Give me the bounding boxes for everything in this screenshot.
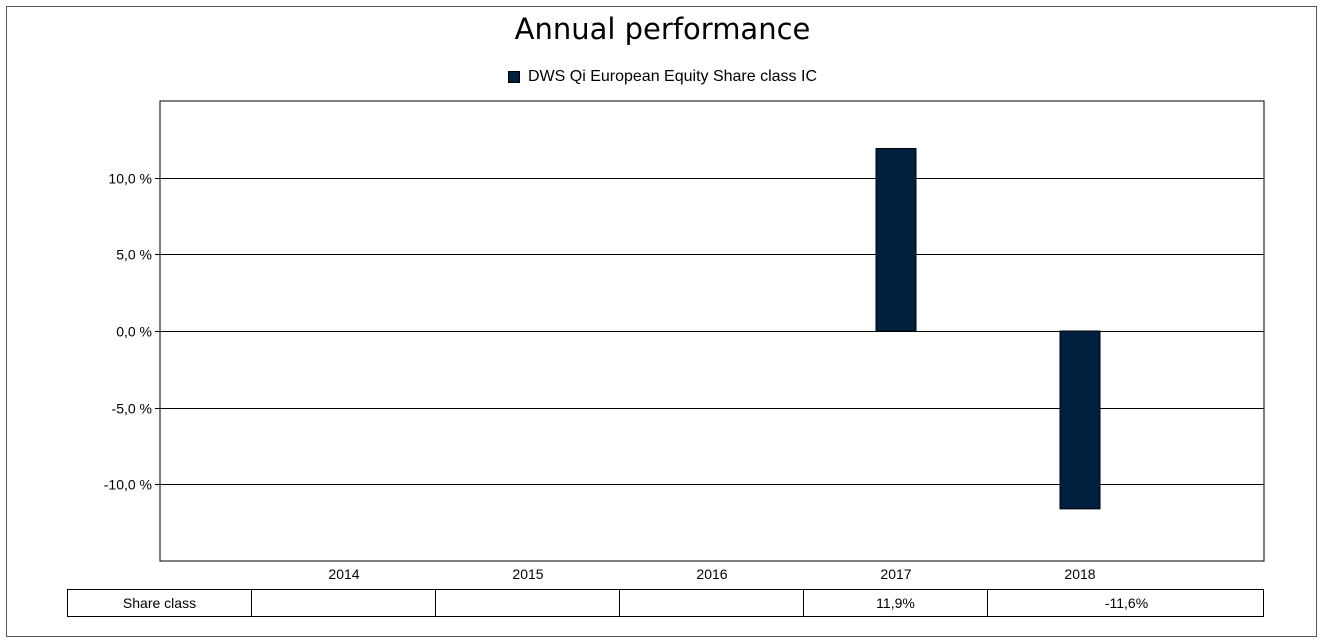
x-tick-label: 2015: [512, 566, 543, 582]
table-cell-2018: -11,6%: [1104, 595, 1149, 611]
y-tick-label: 10,0 %: [108, 171, 152, 187]
x-tick-label: 2016: [696, 566, 727, 582]
y-tick-label: 5,0 %: [116, 247, 152, 263]
chart-title: Annual performance: [514, 12, 811, 46]
table-row-label: Share class: [68, 590, 252, 616]
table-cell-2014: [252, 590, 436, 616]
x-tick-label: 2018: [1064, 566, 1095, 582]
table-cell-2016: [620, 590, 804, 616]
performance-table: Share class 11,9% -11,6%: [67, 589, 1264, 617]
x-tick-label: 2014: [328, 566, 359, 582]
legend-swatch: [507, 71, 520, 83]
bar-2018: [1059, 330, 1101, 510]
bar-2017: [875, 148, 917, 332]
x-tick-label: 2017: [880, 566, 911, 582]
table-cell-2017: 11,9%: [804, 590, 988, 616]
table-cell-2015: [436, 590, 620, 616]
y-tick-label: 0,0 %: [116, 324, 152, 340]
y-tick-label: -5,0 %: [112, 401, 152, 417]
legend-label: DWS Qi European Equity Share class IC: [527, 68, 817, 85]
y-tick-label: -10,0 %: [104, 477, 152, 493]
chart-frame: [6, 6, 1317, 637]
chart-legend: DWS Qi European Equity Share class IC: [0, 68, 1325, 86]
